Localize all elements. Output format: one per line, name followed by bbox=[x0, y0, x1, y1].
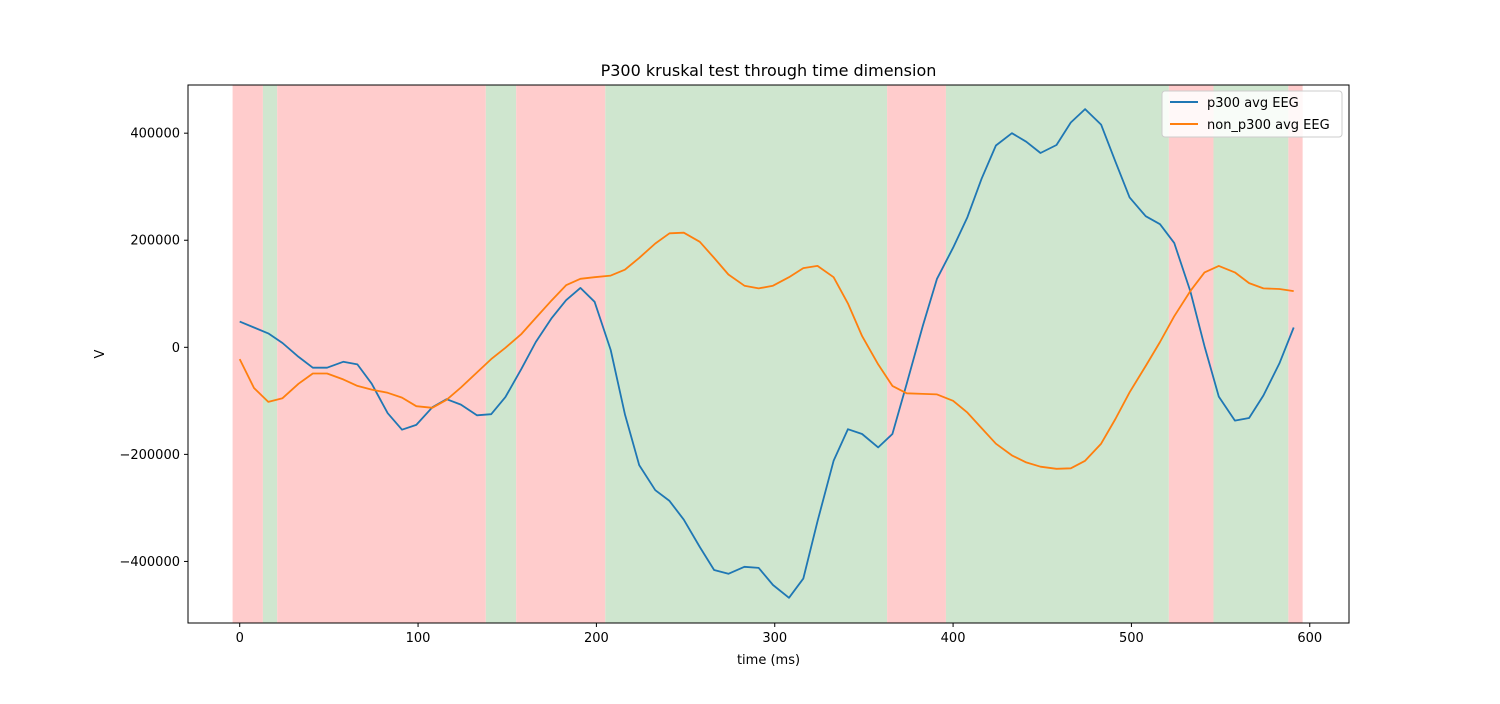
significance-band-significant bbox=[262, 85, 278, 623]
chart-title: P300 kruskal test through time dimension bbox=[601, 61, 937, 80]
x-tick-label: 200 bbox=[584, 631, 609, 646]
plot-frame bbox=[187, 84, 1350, 624]
legend-label-p300: p300 avg EEG bbox=[1207, 96, 1299, 111]
x-tick-label: 0 bbox=[236, 631, 244, 646]
legend: p300 avg EEG non_p300 avg EEG bbox=[1161, 90, 1343, 138]
series-line-p300 bbox=[239, 108, 1295, 599]
significance-band-significant bbox=[485, 85, 517, 623]
series-lines bbox=[238, 108, 1295, 599]
y-tick-label: 400000 bbox=[130, 127, 180, 142]
significance-band-not-significant bbox=[1288, 85, 1303, 623]
significance-band-not-significant bbox=[232, 85, 263, 623]
legend-box bbox=[1161, 90, 1343, 138]
significance-band-significant bbox=[605, 85, 888, 623]
significance-bands bbox=[232, 85, 1303, 623]
y-axis-label: V bbox=[93, 349, 108, 358]
x-axis-label: time (ms) bbox=[737, 653, 800, 668]
significance-band-not-significant bbox=[277, 85, 486, 623]
x-tick-label: 500 bbox=[1119, 631, 1144, 646]
significance-band-significant bbox=[1213, 85, 1289, 623]
significance-band-significant bbox=[945, 85, 1169, 623]
y-tick-label: 0 bbox=[172, 341, 180, 356]
x-tick-label: 400 bbox=[941, 631, 966, 646]
series-line-non-p300 bbox=[238, 231, 1294, 470]
y-tick-label: −400000 bbox=[119, 555, 180, 570]
significance-band-not-significant bbox=[516, 85, 606, 623]
x-tick-label: 300 bbox=[762, 631, 787, 646]
legend-label-non-p300: non_p300 avg EEG bbox=[1207, 118, 1330, 133]
y-axis-ticks: −400000 −200000 0 200000 400000 bbox=[119, 127, 188, 570]
significance-band-not-significant bbox=[887, 85, 946, 623]
x-tick-label: 100 bbox=[406, 631, 431, 646]
x-tick-label: 600 bbox=[1297, 631, 1322, 646]
y-tick-label: 200000 bbox=[130, 234, 180, 249]
x-axis-ticks: 0 100 200 300 400 500 600 bbox=[236, 623, 1322, 646]
y-tick-label: −200000 bbox=[119, 448, 180, 463]
